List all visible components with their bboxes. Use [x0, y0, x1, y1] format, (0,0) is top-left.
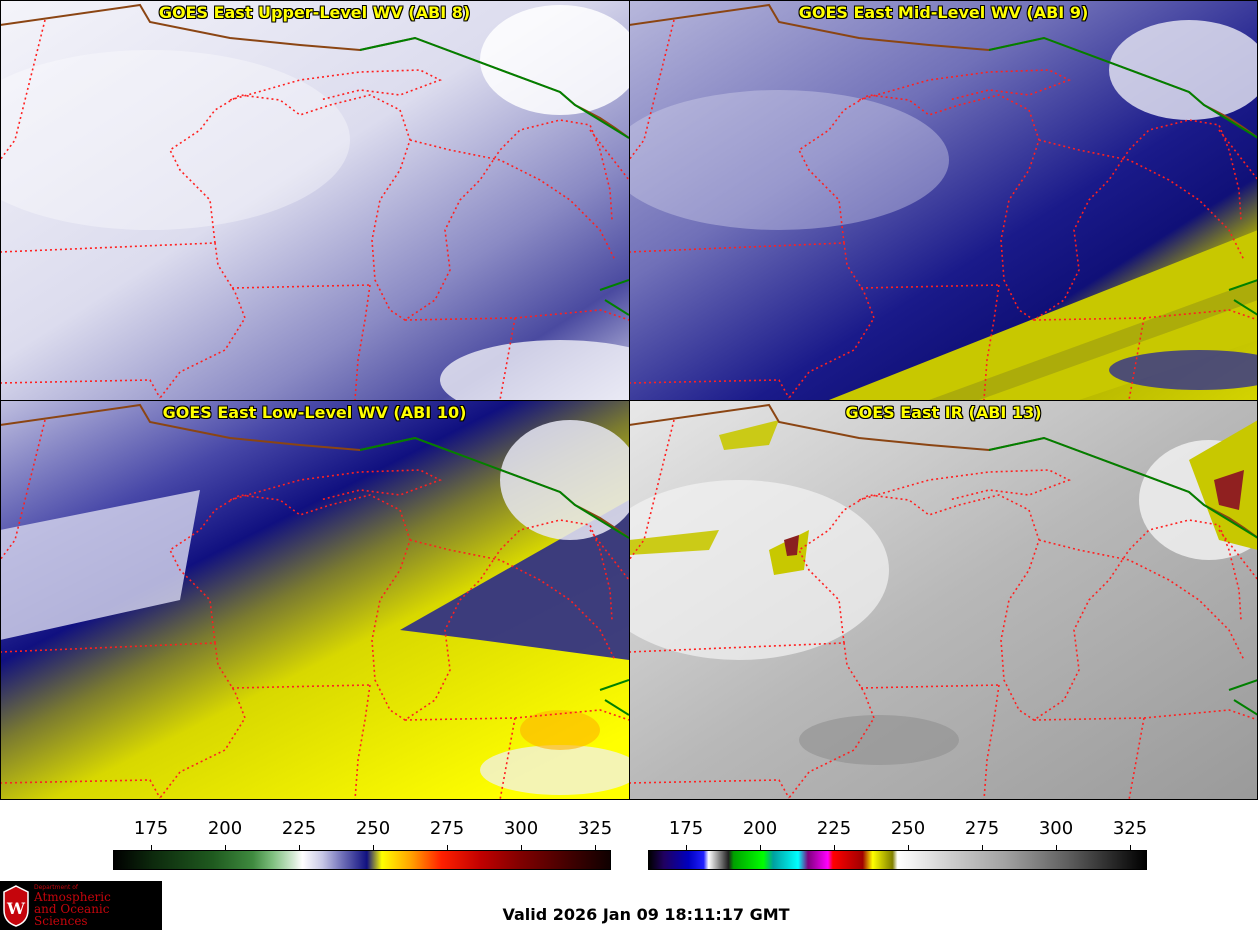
tick-label: 325 — [577, 818, 613, 839]
tick — [760, 845, 761, 850]
uw-crest-icon: W — [3, 885, 29, 927]
panel-mid-level-wv: GOES East Mid-Level WV (ABI 9) — [629, 0, 1258, 400]
map-image-mid-level-wv — [629, 0, 1258, 400]
tick-label: 225 — [281, 818, 317, 839]
tick — [982, 845, 983, 850]
logo-text: Department of Atmospheric and Oceanic Sc… — [34, 884, 162, 928]
map-image-upper-level-wv — [0, 0, 629, 400]
logo-line-3: and Oceanic Sciences — [34, 902, 110, 928]
tick-label: 175 — [133, 818, 169, 839]
tick — [686, 845, 687, 850]
tick — [225, 845, 226, 850]
uw-aos-logo: W Department of Atmospheric and Oceanic … — [0, 881, 162, 930]
tick-label: 250 — [355, 818, 391, 839]
panel-title: GOES East Upper-Level WV (ABI 8) — [158, 3, 471, 22]
map-image-low-level-wv — [0, 400, 629, 800]
map-image-ir — [629, 400, 1258, 800]
tick — [521, 845, 522, 850]
tick — [908, 845, 909, 850]
tick-label: 275 — [429, 818, 465, 839]
logo-line-2: Atmospheric — [34, 890, 111, 904]
tick — [299, 845, 300, 850]
panel-low-level-wv: GOES East Low-Level WV (ABI 10) — [0, 400, 629, 800]
tick-label: 200 — [207, 818, 243, 839]
tick — [834, 845, 835, 850]
tick — [1130, 845, 1131, 850]
tick-label: 275 — [964, 818, 1000, 839]
tick-label: 200 — [742, 818, 778, 839]
tick-label: 175 — [668, 818, 704, 839]
panel-title: GOES East IR (ABI 13) — [845, 403, 1042, 422]
panel-title: GOES East Low-Level WV (ABI 10) — [162, 403, 467, 422]
panel-title: GOES East Mid-Level WV (ABI 9) — [798, 3, 1089, 22]
colorbar-water-vapor — [113, 850, 611, 870]
tick — [151, 845, 152, 850]
tick — [447, 845, 448, 850]
panel-divider-horizontal — [0, 400, 1258, 401]
tick-label: 250 — [890, 818, 926, 839]
tick — [373, 845, 374, 850]
tick — [595, 845, 596, 850]
tick-label: 300 — [503, 818, 539, 839]
tick-label: 225 — [816, 818, 852, 839]
svg-text:W: W — [6, 899, 26, 918]
colorbar-ir — [648, 850, 1147, 870]
panel-ir: GOES East IR (ABI 13) — [629, 400, 1258, 800]
tick — [1056, 845, 1057, 850]
tick-label: 325 — [1112, 818, 1148, 839]
tick-label: 300 — [1038, 818, 1074, 839]
panel-upper-level-wv: GOES East Upper-Level WV (ABI 8) — [0, 0, 629, 400]
valid-time: Valid 2026 Jan 09 18:11:17 GMT — [502, 905, 790, 924]
logo-line-1: Department of — [34, 884, 78, 891]
